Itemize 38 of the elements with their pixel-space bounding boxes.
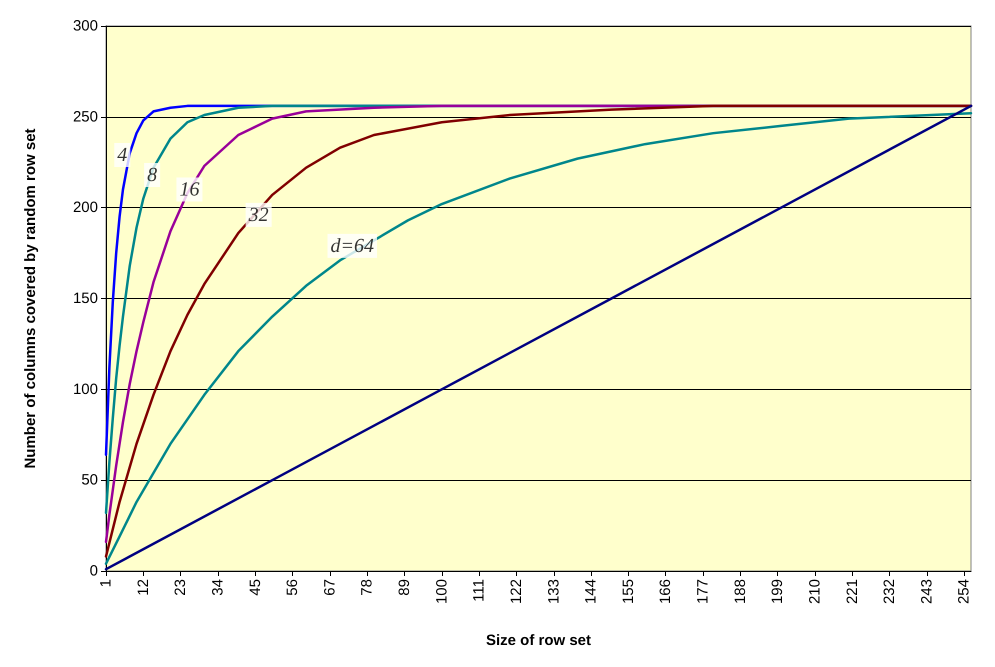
- x-tick-label: 166: [657, 579, 674, 604]
- x-axis-title: Size of row set: [486, 632, 592, 649]
- x-tick-label: 34: [209, 579, 226, 596]
- x-tick-label: 232: [881, 579, 898, 604]
- x-tick-label: 1: [98, 579, 114, 588]
- x-tick-label: 188: [732, 579, 749, 604]
- y-tick-label: 50: [81, 472, 98, 489]
- x-tick-label: 210: [806, 579, 824, 604]
- x-tick-label: 144: [582, 579, 600, 604]
- x-tick-label: 45: [246, 579, 264, 596]
- y-tick-label: 150: [72, 290, 98, 307]
- x-tick-label: 221: [844, 579, 861, 604]
- x-tick-label: 111: [470, 579, 488, 602]
- y-tick-label: 250: [72, 108, 98, 126]
- x-tick-label: 23: [172, 579, 190, 596]
- x-tick-label: 155: [620, 579, 637, 604]
- x-tick-label: 12: [134, 579, 152, 596]
- annotation: 32: [248, 204, 269, 226]
- x-tick-label: 122: [508, 579, 525, 604]
- x-tick-label: 100: [433, 579, 450, 604]
- annotation: 8: [147, 164, 158, 186]
- x-tick-label: 56: [284, 579, 302, 596]
- x-tick-label: 177: [694, 579, 712, 604]
- x-tick-label: 254: [956, 579, 973, 604]
- y-tick-label: 0: [90, 562, 98, 580]
- y-tick-label: 300: [72, 18, 98, 34]
- x-tick-label: 78: [358, 579, 376, 596]
- x-tick-label: 89: [396, 579, 414, 596]
- annotation: 16: [179, 178, 200, 200]
- y-tick-label: 200: [72, 199, 98, 216]
- x-tick-label: 67: [321, 579, 338, 596]
- y-tick-label: 100: [72, 380, 98, 398]
- y-axis-title: Number of columns covered by random row set: [22, 128, 39, 469]
- annotation: d=64: [330, 234, 374, 257]
- x-tick-label: 133: [545, 579, 562, 604]
- annotation: 4: [117, 144, 128, 166]
- x-tick-label: 199: [769, 579, 786, 604]
- x-tick-label: 243: [918, 579, 936, 604]
